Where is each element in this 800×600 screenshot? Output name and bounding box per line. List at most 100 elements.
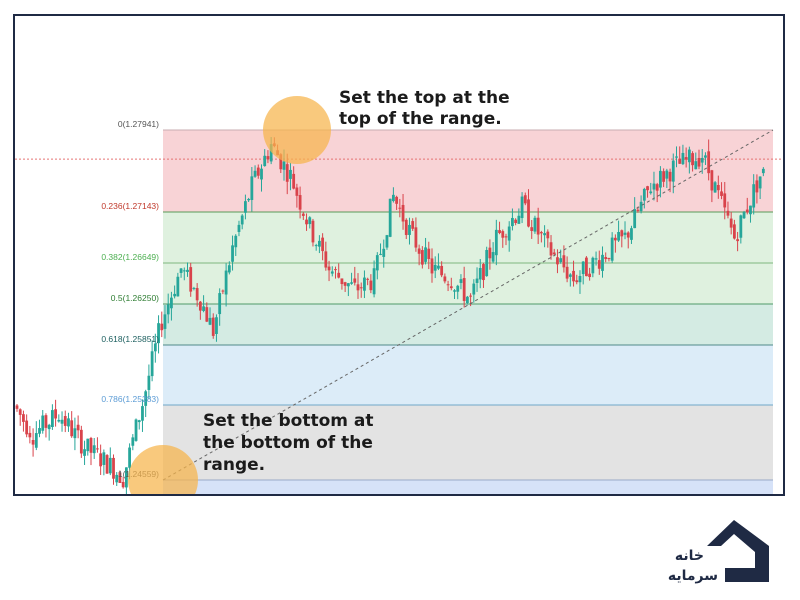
- fib-labels: 0(1.27941) 0.236(1.27143) 0.382(1.26649) 0.…: [101, 119, 159, 479]
- candlestick: [511, 208, 514, 231]
- candlestick: [662, 168, 666, 188]
- candle-body: [729, 218, 733, 228]
- fib-band-0.236: [163, 212, 773, 263]
- candle-body: [112, 457, 115, 479]
- candle-body: [649, 191, 653, 194]
- candle-body: [324, 251, 328, 268]
- candle-body: [549, 242, 553, 256]
- candle-body: [176, 276, 180, 297]
- candle-body: [195, 288, 199, 301]
- candlestick: [343, 281, 347, 292]
- candlestick: [131, 434, 135, 451]
- candle-body: [543, 233, 546, 236]
- candle-body: [591, 257, 595, 274]
- candle-body: [128, 447, 131, 468]
- candlestick: [536, 207, 540, 245]
- candle-body: [83, 449, 86, 456]
- candlestick: [659, 166, 662, 198]
- candle-body: [47, 424, 51, 430]
- candle-body: [89, 438, 93, 453]
- candle-body: [494, 229, 498, 256]
- candlestick: [86, 438, 90, 456]
- candle-body: [565, 266, 569, 279]
- candlestick: [205, 302, 209, 323]
- candle-body: [150, 351, 154, 377]
- candle-body: [572, 270, 575, 282]
- candle-body: [668, 171, 672, 182]
- candle-body: [63, 416, 67, 426]
- candle-body: [523, 195, 527, 204]
- candlestick: [633, 197, 637, 229]
- candlestick: [568, 273, 572, 287]
- candle-body: [597, 260, 601, 269]
- candlestick: [720, 182, 723, 200]
- candlestick: [263, 149, 267, 167]
- candlestick: [76, 415, 80, 439]
- candlestick: [15, 404, 19, 412]
- candlestick: [491, 242, 495, 264]
- candlestick: [610, 232, 614, 263]
- candlestick: [170, 291, 173, 321]
- candle-body: [221, 290, 225, 292]
- candlestick: [494, 219, 498, 266]
- candle-body: [395, 196, 399, 204]
- candlestick: [89, 436, 93, 466]
- candle-body: [459, 279, 463, 283]
- candle-body: [639, 201, 643, 212]
- candlestick: [401, 193, 405, 230]
- candlestick: [713, 180, 717, 193]
- candle-body: [198, 301, 202, 311]
- fib-band-0: [163, 130, 773, 212]
- candlestick: [237, 220, 241, 237]
- candlestick: [585, 256, 588, 277]
- candlestick: [173, 285, 177, 299]
- candlestick: [700, 149, 704, 174]
- candlestick: [60, 411, 64, 432]
- candle-body: [514, 219, 518, 224]
- candle-body: [108, 457, 112, 474]
- candlestick: [137, 419, 141, 430]
- candle-body: [588, 273, 592, 278]
- candle-body: [636, 209, 640, 211]
- fib-band-0.786: [163, 405, 773, 480]
- annotation-top-line: Set the top at the: [339, 88, 510, 108]
- candle-body: [391, 194, 395, 202]
- candle-body: [385, 235, 389, 248]
- candlestick: [623, 221, 627, 240]
- candlestick: [253, 165, 257, 178]
- candlestick: [388, 198, 392, 238]
- candlestick: [485, 246, 489, 277]
- candle-body: [211, 317, 215, 336]
- candle-body: [736, 239, 740, 242]
- candlestick: [539, 230, 543, 243]
- annotation-bottom-line: range.: [203, 455, 265, 475]
- candle-body: [369, 280, 373, 291]
- candlestick: [18, 408, 22, 426]
- candlestick: [176, 272, 180, 297]
- candle-body: [359, 287, 363, 289]
- candle-body: [189, 267, 193, 292]
- candlestick: [73, 417, 77, 451]
- candlestick: [649, 182, 653, 195]
- candle-body: [115, 474, 119, 483]
- candlestick: [443, 273, 447, 284]
- candle-body: [745, 209, 749, 213]
- candlestick: [163, 305, 167, 339]
- candle-body: [691, 153, 694, 166]
- candle-body: [472, 283, 476, 295]
- candlestick: [301, 212, 305, 220]
- candlestick: [630, 225, 633, 244]
- candle-body: [166, 304, 170, 315]
- candle-body: [646, 186, 649, 191]
- annotation-top-line: top of the range.: [339, 109, 502, 129]
- candlestick: [369, 274, 373, 294]
- candle-body: [160, 323, 164, 331]
- candlestick: [408, 217, 411, 245]
- fib-band-1: [163, 480, 773, 494]
- candle-body: [623, 232, 627, 235]
- candlestick: [517, 208, 521, 224]
- candlestick: [433, 256, 437, 279]
- candlestick: [79, 425, 83, 458]
- candlestick: [28, 425, 32, 444]
